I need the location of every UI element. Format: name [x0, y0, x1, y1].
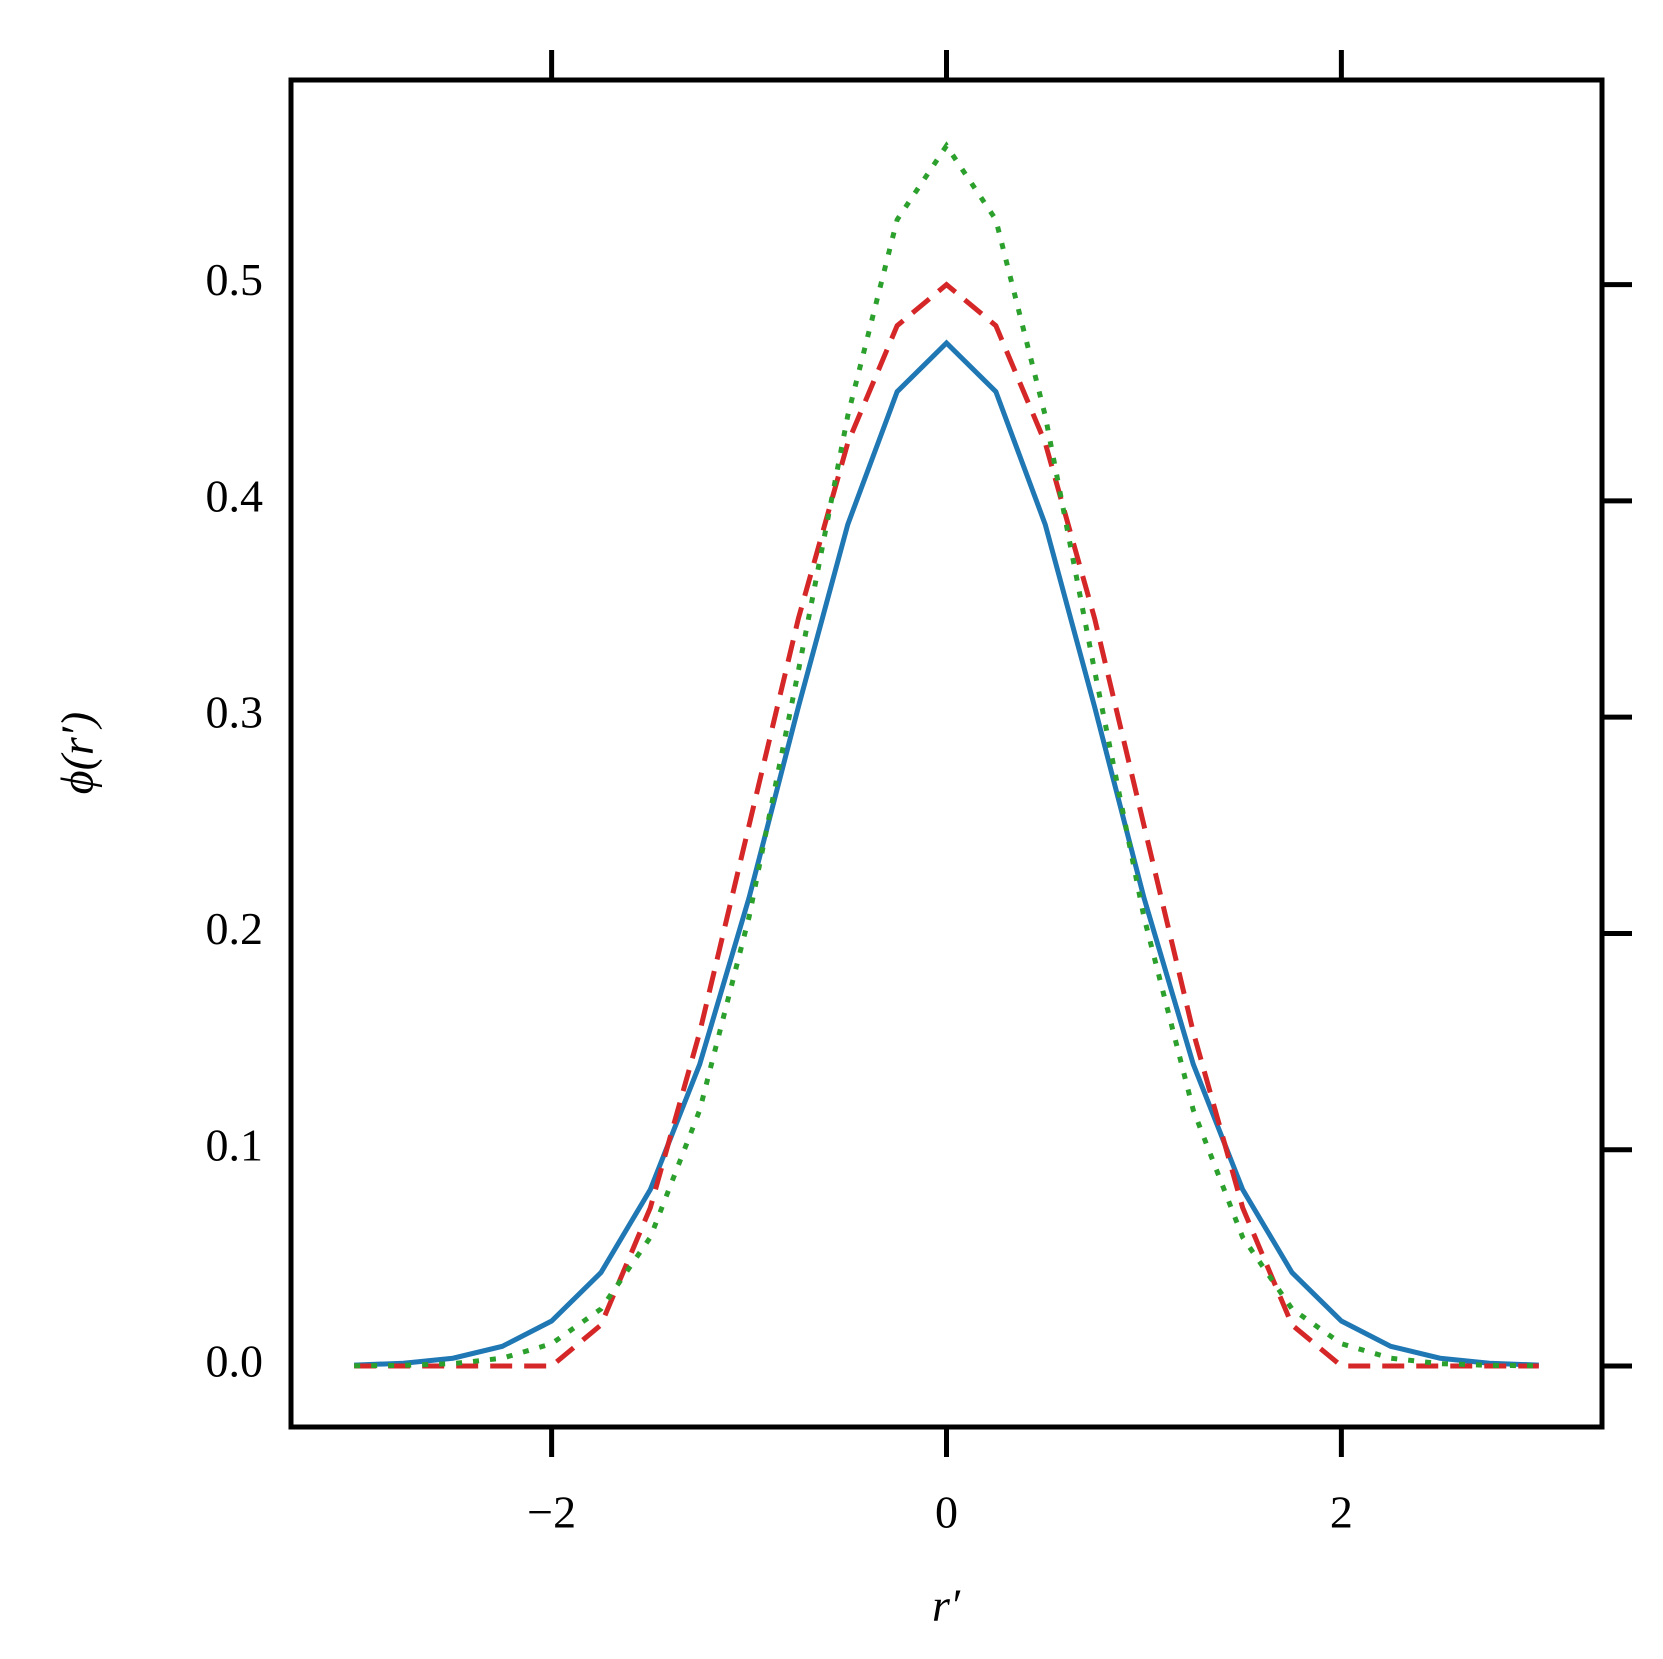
x-axis-label: r′	[932, 1580, 961, 1631]
y-tick-label: 0.4	[206, 470, 264, 521]
x-tick-label: 0	[935, 1487, 958, 1538]
y-tick-label: 0.5	[206, 254, 264, 305]
y-tick-label: 0.0	[206, 1336, 264, 1387]
y-axis-label: ϕ(r′)	[52, 712, 103, 794]
y-tick-label: 0.2	[206, 903, 264, 954]
y-tick-label: 0.3	[206, 687, 264, 738]
y-tick-label: 0.1	[206, 1119, 264, 1170]
series-line	[354, 339, 1539, 1368]
x-tick-label: 2	[1330, 1487, 1353, 1538]
series-line	[354, 281, 1539, 1369]
series-line	[354, 141, 1539, 1369]
x-tick-label: −2	[527, 1487, 576, 1538]
